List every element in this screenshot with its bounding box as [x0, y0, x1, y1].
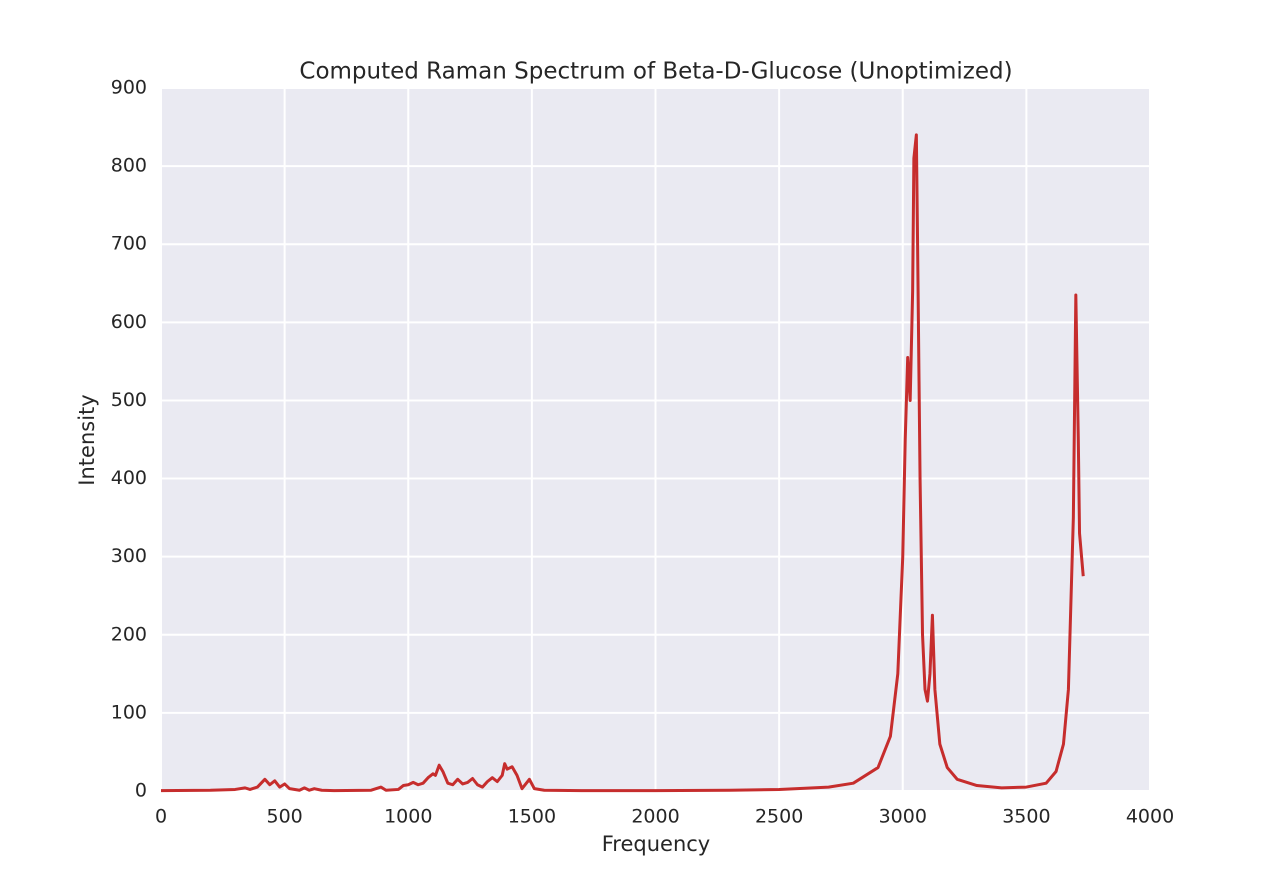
spectrum-line: [160, 133, 1085, 793]
x-tick-label: 1000: [384, 806, 432, 828]
y-tick-label: 700: [111, 233, 147, 255]
x-tick-label: 0: [155, 806, 167, 828]
y-tick-label: 600: [111, 311, 147, 333]
y-tick-label: 300: [111, 545, 147, 567]
x-tick-label: 3500: [1002, 806, 1050, 828]
y-tick-label: 200: [111, 623, 147, 645]
y-axis-label: Intensity: [75, 394, 99, 485]
y-tick-label: 100: [111, 701, 147, 723]
x-axis-label: Frequency: [602, 832, 711, 856]
y-tick-label: 400: [111, 467, 147, 489]
y-tick-label: 800: [111, 155, 147, 177]
x-tick-label: 2000: [631, 806, 679, 828]
x-tick-label: 500: [266, 806, 302, 828]
y-tick-label: 0: [135, 780, 147, 802]
y-tick-label: 500: [111, 389, 147, 411]
y-tick-label: 900: [111, 77, 147, 99]
x-tick-label: 1500: [508, 806, 556, 828]
x-tick-label: 2500: [755, 806, 803, 828]
x-tick-label: 4000: [1126, 806, 1174, 828]
chart-title: Computed Raman Spectrum of Beta-D-Glucos…: [299, 59, 1012, 85]
x-tick-label: 3000: [879, 806, 927, 828]
